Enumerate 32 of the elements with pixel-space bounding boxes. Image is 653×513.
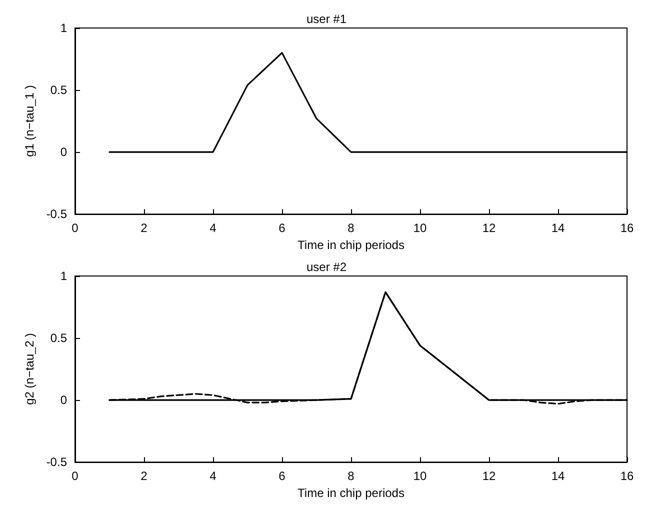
y-tick-label: -0.5: [46, 207, 68, 222]
y-tick-label: 0.5: [50, 83, 68, 98]
x-tick-label: 12: [482, 469, 496, 484]
x-tick-label: 10: [413, 469, 427, 484]
x-tick-label: 2: [140, 469, 148, 484]
y-axis-title: g1 (n−tau_1 ): [22, 85, 36, 157]
x-tick-label: 12: [482, 221, 496, 236]
x-tick-label: 14: [551, 469, 565, 484]
x-tick-label: 14: [551, 221, 565, 236]
y-tick-label: 0: [60, 393, 68, 408]
x-tick-label: 4: [210, 469, 217, 484]
x-tick-label: 10: [413, 221, 427, 236]
x-tick-label: 6: [278, 469, 286, 484]
y-tick-label: -0.5: [46, 455, 68, 470]
x-tick-label: 8: [348, 221, 355, 236]
x-tick-label: 2: [140, 221, 148, 236]
chart-title: user #2: [306, 260, 347, 274]
y-tick-label: 0: [60, 145, 68, 160]
x-axis-title: Time in chip periods: [298, 238, 404, 252]
y-tick-label: 1: [60, 269, 68, 283]
x-tick-label: 6: [278, 221, 286, 236]
x-tick-label: 0: [72, 221, 79, 236]
chart-title: user #1: [306, 12, 347, 26]
x-axis-title: Time in chip periods: [298, 486, 404, 500]
y-tick-label: 1: [60, 21, 68, 35]
x-tick-label: 16: [620, 221, 634, 236]
x-tick-label: 0: [72, 469, 79, 484]
x-tick-label: 16: [620, 469, 634, 484]
x-tick-label: 4: [210, 221, 217, 236]
x-tick-label: 8: [348, 469, 355, 484]
y-axis-title: g2 (n−tau_2 ): [22, 333, 36, 405]
y-tick-label: 0.5: [50, 331, 68, 346]
